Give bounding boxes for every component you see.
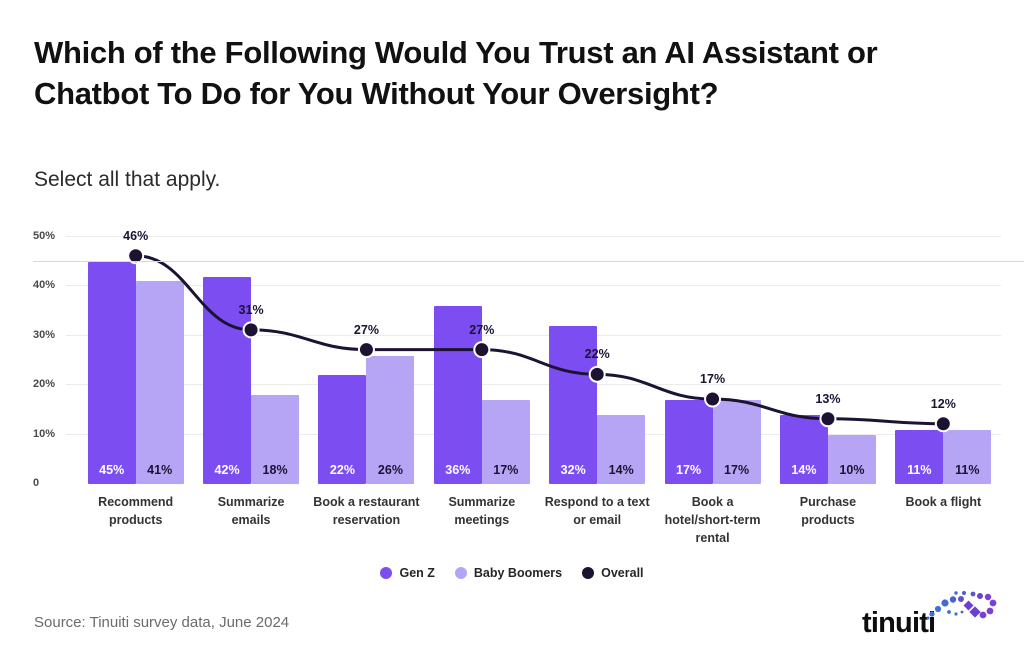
bar-value-label: 14% — [791, 463, 817, 477]
bar-value-label: 42% — [214, 463, 240, 477]
gridline — [66, 236, 1001, 237]
y-tick-label: 0 — [33, 477, 40, 489]
bar-value-label: 14% — [608, 463, 634, 477]
overall-point-label: 27% — [469, 322, 495, 337]
bar-value-label: 17% — [493, 463, 519, 477]
bar-gen-z[interactable]: 45% — [87, 261, 136, 484]
legend-swatch-icon — [582, 567, 595, 579]
bar-value-label: 11% — [907, 463, 932, 477]
bar-baby-boomers[interactable]: 17% — [481, 400, 530, 484]
bar-value-label: 17% — [676, 463, 702, 477]
bar-value-label: 10% — [839, 463, 865, 477]
bar-value-label: 22% — [329, 463, 355, 477]
y-tick-label: 20% — [33, 378, 56, 391]
legend-label: Baby Boomers — [473, 566, 563, 580]
legend-item[interactable]: Gen Z — [380, 566, 435, 580]
legend-label: Gen Z — [399, 566, 435, 580]
legend-swatch-icon — [454, 567, 467, 579]
overall-point-label: 27% — [353, 322, 379, 337]
overall-point-label: 22% — [584, 347, 610, 362]
x-axis-category-label: Book a hotel/short-term rental — [664, 495, 761, 545]
x-axis-labels: Recommend products Summarize emails Book a… — [78, 494, 1001, 547]
bar-baby-boomers[interactable]: 10% — [827, 434, 876, 484]
page-subtitle: Select all that apply. — [34, 168, 221, 191]
chart-legend: Gen Z Baby Boomers Overall — [0, 566, 1024, 580]
bar-gen-z[interactable]: 14% — [779, 414, 828, 484]
y-tick-label: 30% — [33, 328, 56, 341]
overall-point-label: 31% — [238, 302, 264, 317]
bar-value-label: 32% — [560, 463, 586, 477]
legend-item[interactable]: Overall — [582, 566, 644, 580]
bar-value-label: 18% — [262, 463, 288, 477]
bar-value-label: 26% — [377, 463, 403, 477]
overall-point-label: 13% — [815, 391, 841, 406]
x-axis-baseline — [33, 261, 1024, 262]
source-note: Source: Tinuiti survey data, June 2024 — [34, 614, 290, 631]
y-tick-label: 40% — [33, 279, 56, 292]
legend-item[interactable]: Baby Boomers — [454, 566, 563, 580]
bar-baby-boomers[interactable]: 17% — [712, 400, 761, 484]
x-axis-category-label: Respond to a text or email — [544, 495, 650, 527]
bar-baby-boomers[interactable]: 41% — [135, 281, 184, 484]
bar-gen-z[interactable]: 22% — [318, 375, 367, 484]
x-axis-category-label: Summarize meetings — [448, 495, 516, 527]
legend-label: Overall — [601, 566, 644, 580]
x-axis-category-label: Book a restaurant reservation — [313, 495, 420, 527]
gridline — [66, 433, 1001, 435]
page-title: Which of the Following Would You Trust a… — [34, 35, 878, 112]
x-axis-category-label: Summarize emails — [217, 495, 285, 527]
legend-swatch-icon — [380, 567, 393, 579]
overall-point-label: 12% — [930, 396, 956, 411]
tinuiti-logo: tinuiti — [862, 590, 1002, 642]
overall-point-label: 17% — [700, 372, 726, 387]
bar-group: 14% 10% — [770, 222, 885, 484]
bar-value-label: 17% — [724, 463, 750, 477]
bar-value-label: 11% — [955, 463, 980, 477]
bar-baby-boomers[interactable]: 26% — [366, 355, 415, 484]
bar-value-label: 41% — [147, 463, 173, 477]
x-axis-category-label: Recommend products — [98, 495, 174, 527]
y-tick-label: 10% — [33, 427, 56, 440]
bar-gen-z[interactable]: 11% — [895, 429, 944, 484]
plot-area: 0 10% 20% 30% 40% 50% 45% 41% 42% 18% 22% 26% 36% 17… — [33, 222, 1001, 489]
bar-gen-z[interactable]: 17% — [664, 400, 713, 484]
bar-value-label: 45% — [99, 463, 125, 477]
bar-baby-boomers[interactable]: 14% — [597, 414, 646, 484]
y-tick-label: 50% — [33, 230, 56, 242]
bar-value-label: 36% — [445, 463, 471, 477]
bar-baby-boomers[interactable]: 11% — [943, 429, 992, 484]
logo-wordmark: tinuiti — [862, 607, 936, 639]
bar-baby-boomers[interactable]: 18% — [251, 395, 300, 484]
x-axis-category-label: Purchase products — [799, 495, 857, 527]
infinity-dots-icon — [926, 591, 997, 620]
x-axis-category-label: Book a flight — [905, 495, 982, 509]
overall-point-label: 46% — [123, 228, 149, 243]
bar-group: 11% 11% — [886, 222, 1001, 484]
